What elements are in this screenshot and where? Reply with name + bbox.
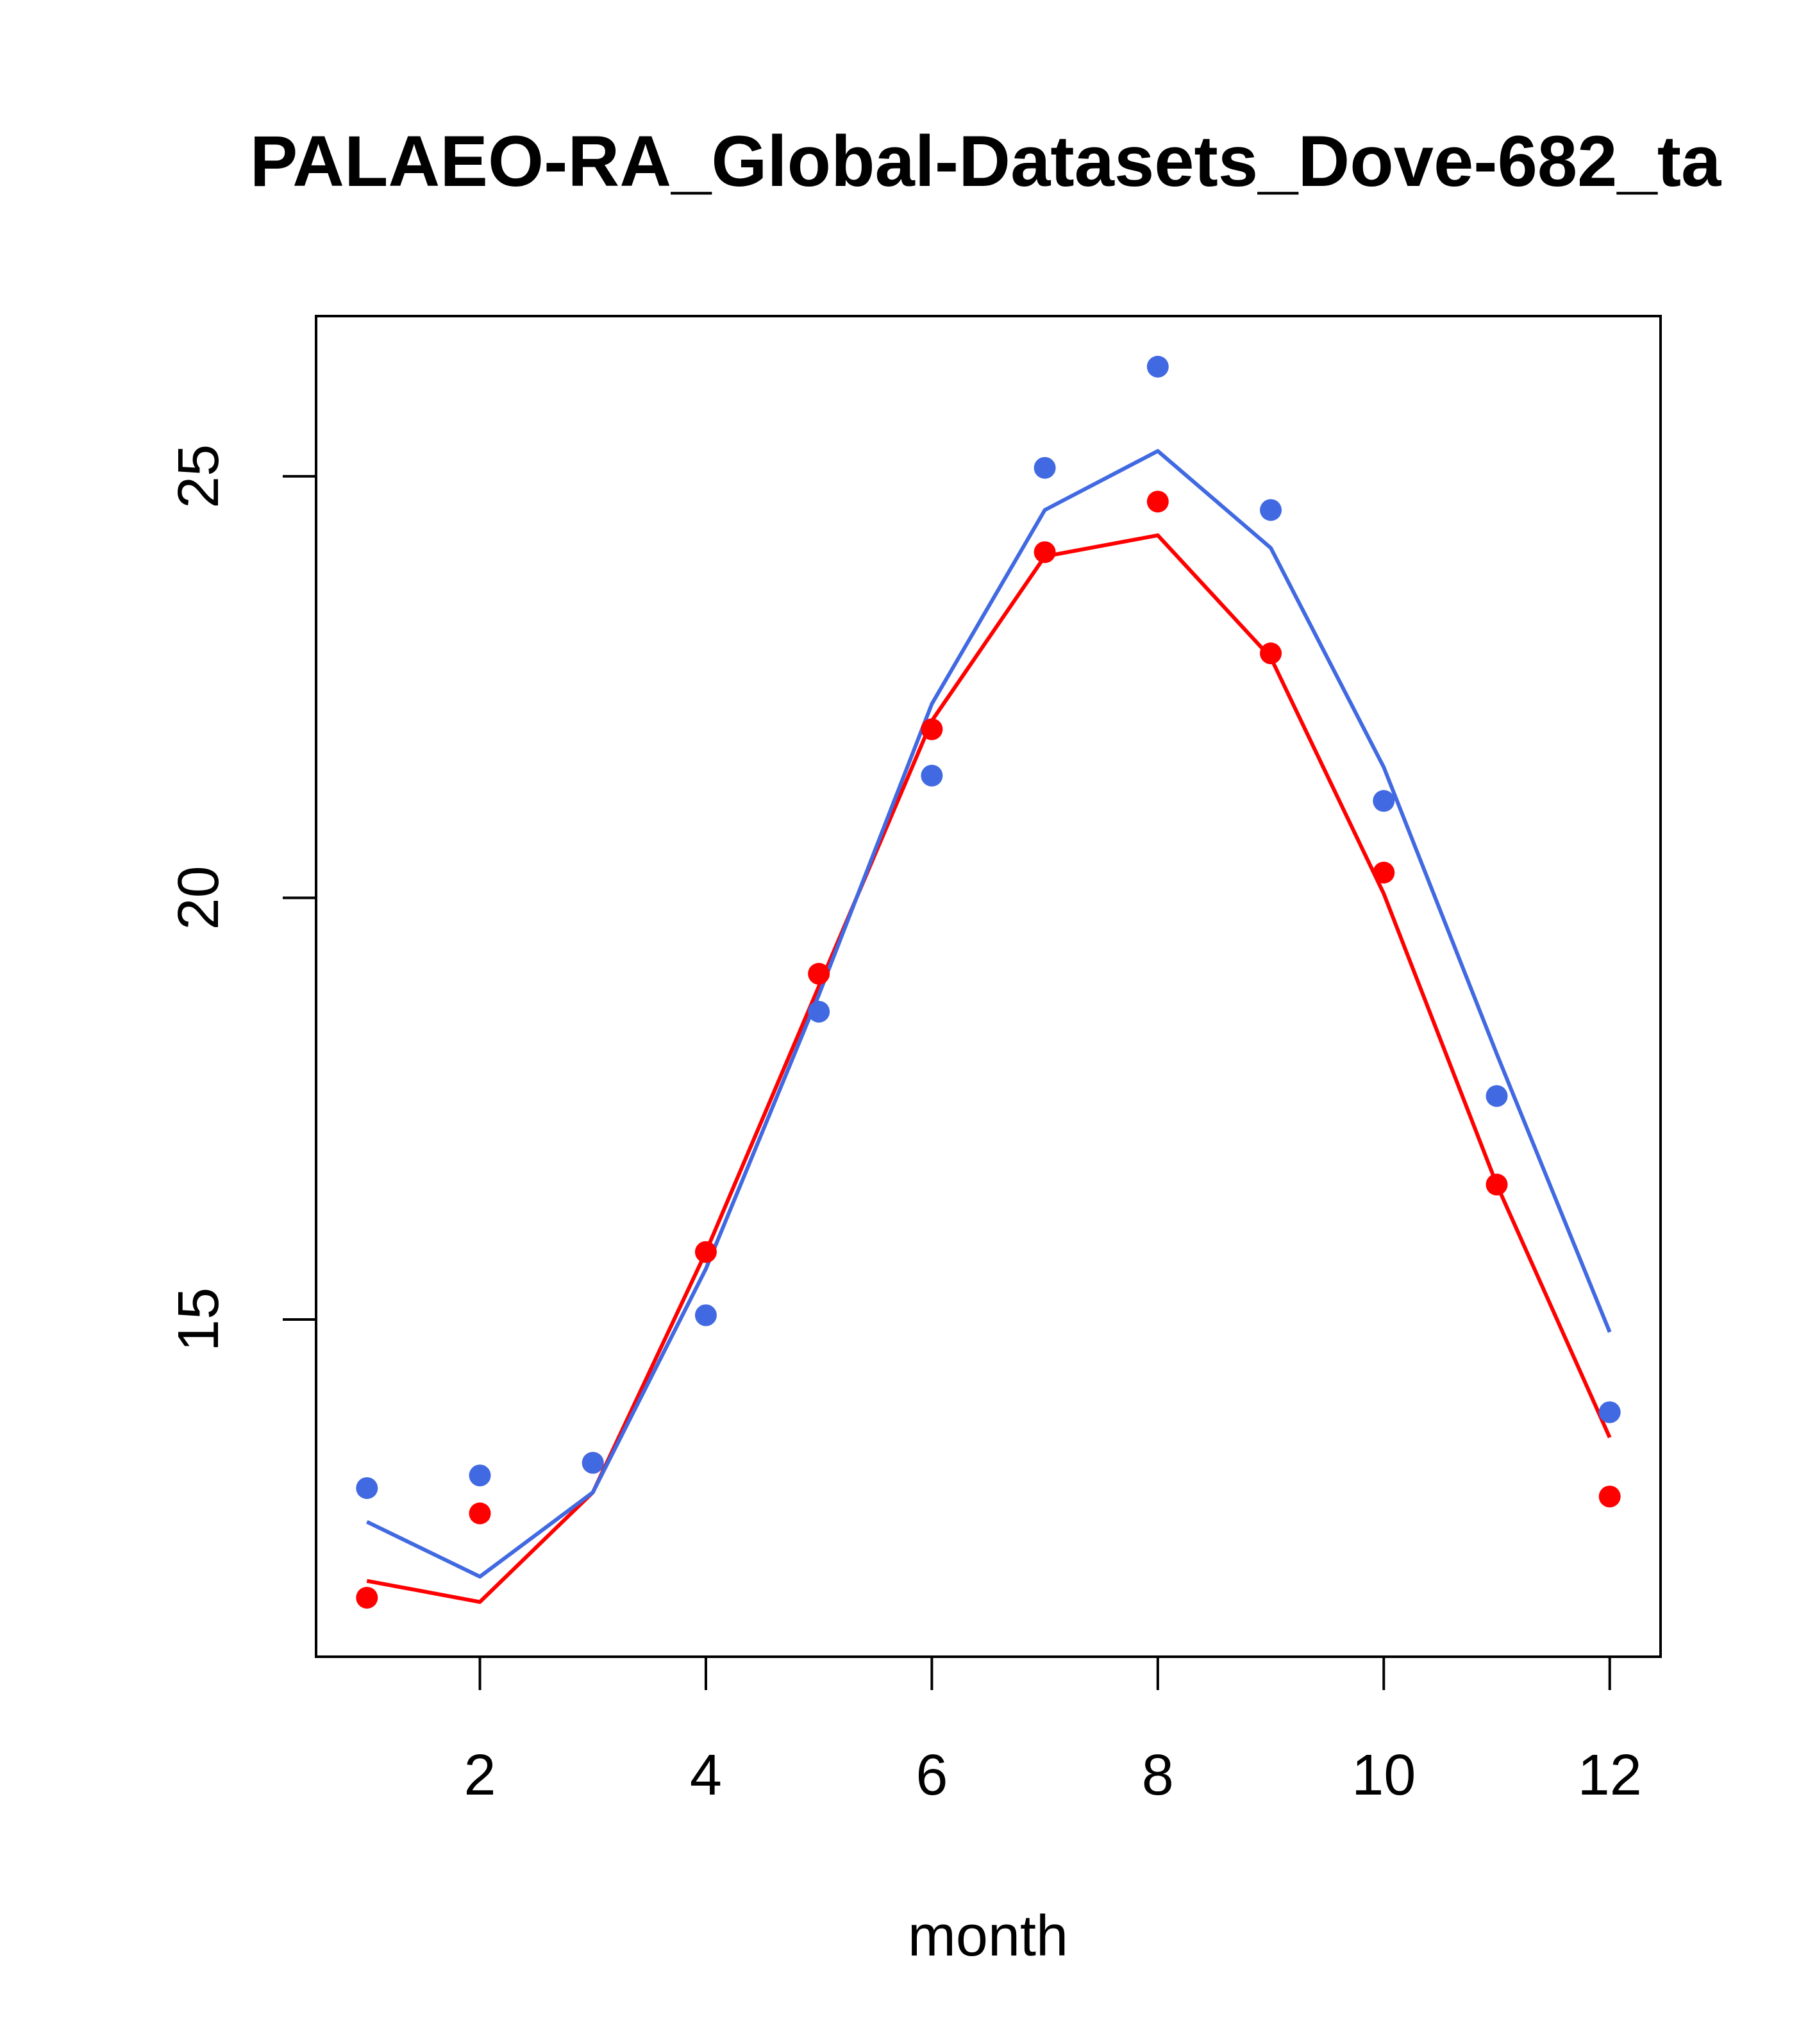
data-point-blue-points	[808, 1000, 830, 1023]
x-axis: 2 4 6 8 10 12	[464, 1655, 1642, 1807]
x-axis-title: month	[908, 1904, 1068, 1968]
data-point-red-points	[1373, 861, 1395, 884]
x-tick-label: 8	[1142, 1743, 1174, 1807]
data-point-blue-points	[1034, 457, 1056, 479]
y-tick-label: 15	[167, 1287, 231, 1352]
data-point-blue-points	[582, 1452, 604, 1474]
data-point-blue-points	[469, 1464, 491, 1487]
data-point-red-points	[921, 718, 943, 741]
x-tick-label: 10	[1352, 1743, 1416, 1807]
x-tick-label: 4	[690, 1743, 722, 1807]
data-point-red-points	[1486, 1173, 1508, 1196]
x-tick-label: 2	[464, 1743, 496, 1807]
chart-title: PALAEO-RA_Global-Datasets_Dove-682_ta	[250, 121, 1721, 201]
data-point-red-points	[1260, 642, 1282, 665]
data-point-blue-points	[1146, 355, 1169, 378]
data-point-red-points	[1034, 541, 1056, 564]
y-tick-label: 20	[167, 866, 231, 930]
data-point-blue-points	[356, 1477, 378, 1499]
data-point-red-points	[1146, 490, 1169, 513]
data-point-red-points	[694, 1241, 717, 1263]
data-point-red-points	[356, 1586, 378, 1609]
series-line-red-line	[366, 533, 1612, 1604]
data-point-red-points	[808, 962, 830, 985]
data-point-blue-points	[1373, 790, 1395, 812]
y-axis: 15 20 25	[167, 444, 317, 1352]
data-point-red-points	[469, 1502, 491, 1525]
x-tick-label: 6	[916, 1743, 948, 1807]
plot-frame	[315, 315, 1662, 1658]
series-line-blue-line	[365, 449, 1612, 1579]
data-point-blue-points	[1486, 1085, 1508, 1107]
y-tick-label: 25	[167, 444, 231, 508]
series-layer	[356, 355, 1621, 1609]
data-point-blue-points	[921, 764, 943, 787]
data-point-blue-points	[694, 1304, 717, 1327]
x-tick-label: 12	[1578, 1743, 1642, 1807]
data-point-blue-points	[1260, 499, 1282, 521]
data-point-red-points	[1598, 1486, 1621, 1508]
data-point-blue-points	[1598, 1401, 1621, 1423]
